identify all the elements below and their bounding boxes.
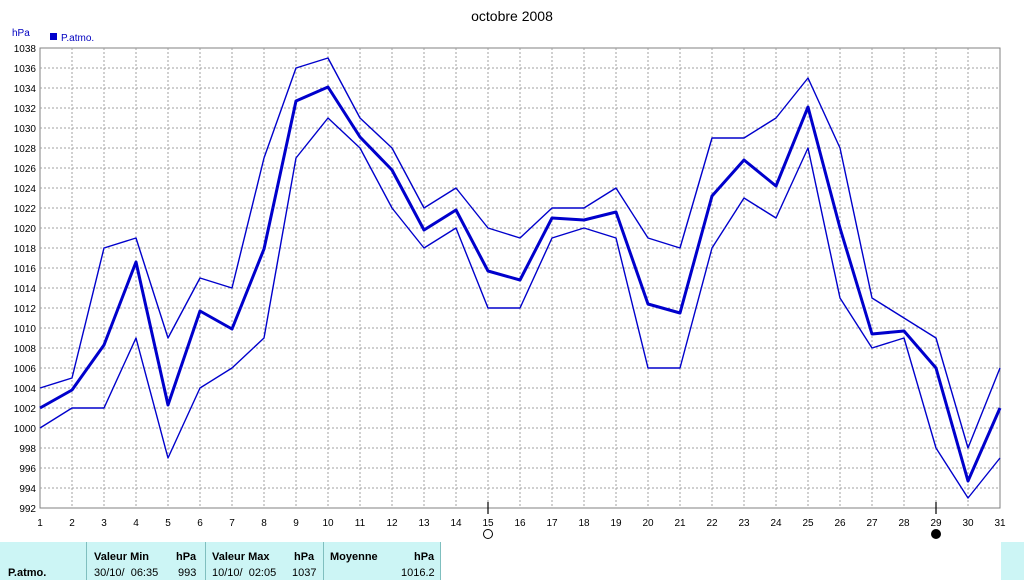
x-tick-label: 17 bbox=[546, 518, 558, 529]
mean-value: 1016.2 bbox=[401, 567, 435, 579]
y-tick-label: 1024 bbox=[14, 184, 37, 195]
stats-divider bbox=[205, 542, 206, 580]
y-tick-label: 1016 bbox=[14, 264, 37, 275]
y-tick-label: 1004 bbox=[14, 384, 37, 395]
x-tick-label: 26 bbox=[834, 518, 846, 529]
y-tick-label: 1002 bbox=[14, 404, 37, 415]
min-date: 30/10/ 06:35 bbox=[94, 567, 159, 579]
x-tick-label: 18 bbox=[578, 518, 590, 529]
x-tick-label: 31 bbox=[994, 518, 1006, 529]
x-tick-label: 4 bbox=[133, 518, 139, 529]
x-tick-label: 19 bbox=[610, 518, 622, 529]
series-group bbox=[39, 57, 1002, 499]
y-tick-label: 1012 bbox=[14, 304, 37, 315]
x-tick-label: 1 bbox=[37, 518, 43, 529]
y-axis-unit: hPa bbox=[12, 28, 30, 39]
chart: octobre 2008 hPa P.atmo. 992 994 996 998 100… bbox=[12, 8, 1006, 539]
x-tick-label: 11 bbox=[355, 518, 366, 529]
x-tick-label: 22 bbox=[706, 518, 718, 529]
y-tick-label: 994 bbox=[19, 484, 36, 495]
y-tick-label: 1026 bbox=[14, 164, 37, 175]
series-line-max bbox=[39, 57, 1001, 449]
y-tick-label: 1006 bbox=[14, 364, 37, 375]
stats-empty-area bbox=[441, 542, 1001, 580]
series-line-min bbox=[39, 117, 1001, 499]
y-tick-labels: 992 994 996 998 1000 1002 1004 1006 1008 1010 1012… bbox=[14, 44, 37, 515]
y-tick-label: 1020 bbox=[14, 224, 37, 235]
x-tick-label: 28 bbox=[898, 518, 910, 529]
max-date: 10/10/ 02:05 bbox=[212, 567, 277, 579]
legend-swatch bbox=[50, 33, 57, 40]
max-header: Valeur Max bbox=[212, 551, 270, 563]
x-tick-label: 27 bbox=[866, 518, 878, 529]
x-tick-label: 16 bbox=[514, 518, 526, 529]
x-tick-label: 25 bbox=[802, 518, 814, 529]
x-tick-label: 7 bbox=[229, 518, 235, 529]
y-tick-label: 996 bbox=[19, 464, 36, 475]
y-tick-label: 1010 bbox=[14, 324, 37, 335]
x-tick-labels: 1 2 3 4 5 6 7 8 9 10 11 12 13 14 15 16 17 18 19 20 21 22 23 24 2… bbox=[37, 518, 1006, 529]
x-tick-label: 30 bbox=[962, 518, 974, 529]
series-line-mean bbox=[39, 85, 1002, 483]
y-tick-label: 1038 bbox=[14, 44, 37, 55]
legend-label: P.atmo. bbox=[61, 33, 94, 44]
x-tick-label: 15 bbox=[482, 518, 494, 529]
y-tick-label: 1014 bbox=[14, 284, 37, 295]
y-tick-label: 1034 bbox=[14, 84, 37, 95]
statistics-bar: P.atmo. Valeur Min hPa 30/10/ 06:35 993 … bbox=[0, 542, 1024, 580]
x-tick-label: 8 bbox=[261, 518, 267, 529]
x-tick-label: 3 bbox=[101, 518, 107, 529]
y-tick-label: 1028 bbox=[14, 144, 37, 155]
full-moon-icon bbox=[483, 529, 493, 539]
mean-header: Moyenne bbox=[330, 551, 378, 563]
new-moon-icon bbox=[931, 529, 941, 539]
min-header: Valeur Min bbox=[94, 551, 150, 563]
max-value: 1037 bbox=[292, 567, 317, 579]
y-tick-label: 1018 bbox=[14, 244, 37, 255]
y-tick-label: 1030 bbox=[14, 124, 37, 135]
x-tick-label: 9 bbox=[293, 518, 299, 529]
y-tick-label: 1022 bbox=[14, 204, 37, 215]
min-value: 993 bbox=[178, 567, 197, 579]
x-tick-label: 6 bbox=[197, 518, 203, 529]
x-tick-label: 29 bbox=[930, 518, 942, 529]
y-tick-label: 998 bbox=[19, 444, 36, 455]
x-tick-label: 2 bbox=[69, 518, 75, 529]
mean-unit: hPa bbox=[414, 551, 435, 563]
x-tick-label: 5 bbox=[165, 518, 171, 529]
y-tick-label: 1032 bbox=[14, 104, 37, 115]
moon-markers bbox=[483, 502, 941, 539]
stats-divider bbox=[440, 542, 441, 580]
stats-divider bbox=[323, 542, 324, 580]
chart-title: octobre 2008 bbox=[471, 8, 553, 24]
x-tick-label: 10 bbox=[322, 518, 334, 529]
y-tick-label: 1000 bbox=[14, 424, 37, 435]
y-tick-label: 992 bbox=[19, 504, 36, 515]
stats-divider bbox=[86, 542, 87, 580]
x-tick-label: 14 bbox=[450, 518, 462, 529]
x-tick-label: 24 bbox=[770, 518, 782, 529]
max-unit: hPa bbox=[294, 551, 315, 563]
x-tick-label: 23 bbox=[738, 518, 750, 529]
x-tick-label: 13 bbox=[418, 518, 430, 529]
x-tick-label: 20 bbox=[642, 518, 654, 529]
y-tick-label: 1036 bbox=[14, 64, 37, 75]
x-tick-label: 21 bbox=[674, 518, 686, 529]
stats-row-label: P.atmo. bbox=[8, 567, 47, 579]
min-unit: hPa bbox=[176, 551, 197, 563]
y-tick-label: 1008 bbox=[14, 344, 37, 355]
x-tick-label: 12 bbox=[386, 518, 398, 529]
